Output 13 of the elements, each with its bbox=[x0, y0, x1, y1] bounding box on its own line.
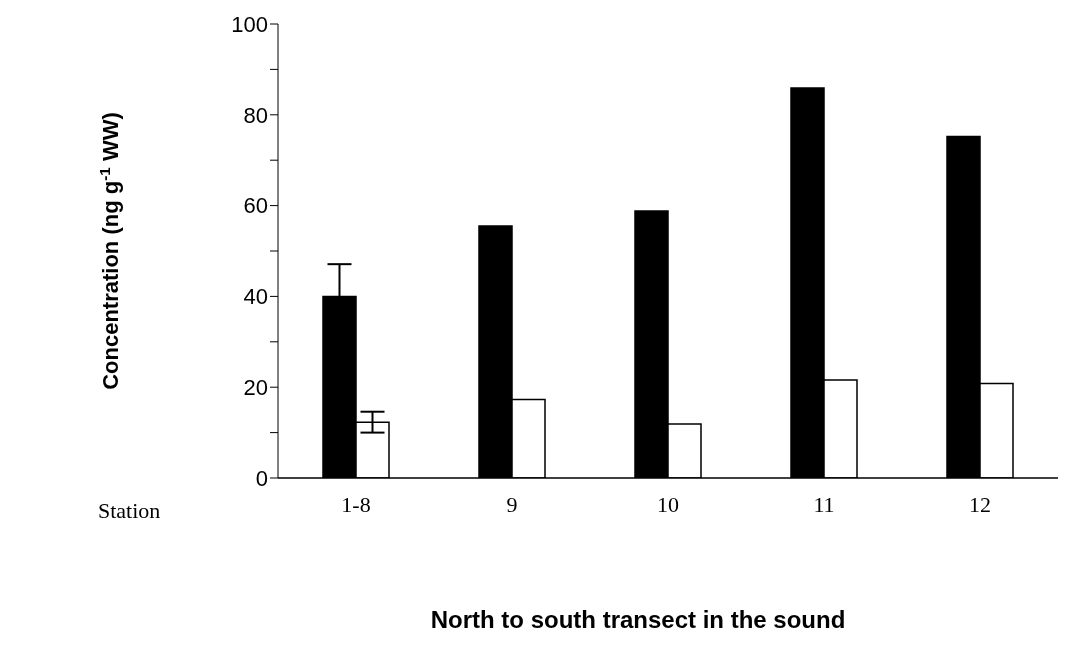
x-tick-label: 11 bbox=[813, 491, 835, 517]
x-tick-label: 12 bbox=[969, 491, 991, 517]
y-tick-label: 80 bbox=[243, 102, 268, 128]
x-axis-title: North to south transect in the sound bbox=[430, 606, 846, 633]
y-tick-label: 20 bbox=[243, 375, 268, 401]
text: Station bbox=[98, 498, 161, 523]
x-tick-label: 1-8 bbox=[341, 491, 371, 517]
y-tick-label: 0 bbox=[255, 465, 268, 491]
y-tick-label: 40 bbox=[243, 284, 268, 310]
x-tick-label: 10 bbox=[657, 491, 679, 517]
y-tick-label: 60 bbox=[243, 193, 268, 219]
x-tick-label: 9 bbox=[506, 491, 518, 517]
y-tick-label: 100 bbox=[231, 11, 268, 37]
